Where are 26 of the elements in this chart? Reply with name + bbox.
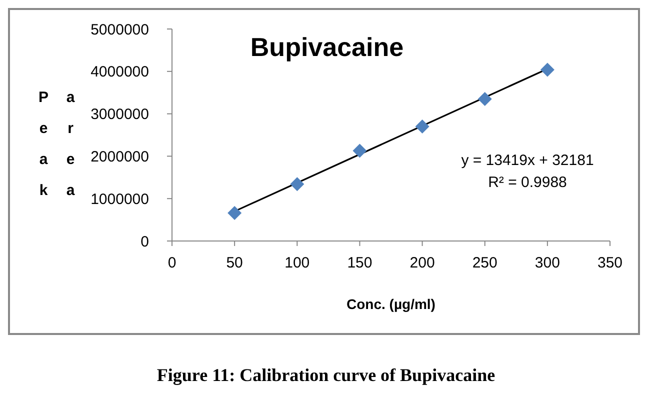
annotation: R² = 0.9988: [487, 173, 568, 193]
point: [352, 144, 367, 158]
y-axis-title: Peak area: [34, 89, 80, 213]
caption: Figure 11: Calibration curve of Bupivacaine: [156, 364, 496, 387]
point: [290, 177, 304, 192]
annotation: y = 13419x + 32181: [460, 151, 595, 171]
y-tick-label: 2000000: [90, 148, 149, 166]
y-tick-label: 0: [140, 233, 149, 250]
x-tick-label: 300: [534, 254, 560, 272]
y-tick-label: 1000000: [90, 190, 149, 208]
x-tick-label: 150: [347, 254, 372, 272]
x-tick-label: 50: [226, 254, 243, 272]
point: [415, 120, 430, 134]
x-tick-label: 350: [597, 254, 623, 272]
point: [228, 206, 242, 220]
x-tick-label: 200: [410, 254, 435, 272]
x-tick-label: 250: [472, 254, 498, 272]
y-tick-label: 5000000: [90, 21, 149, 38]
chart-title: Bupivacaine: [249, 31, 405, 63]
point: [478, 92, 492, 106]
x-axis-title: Conc. (µg/ml): [346, 296, 436, 312]
y-tick-label: 3000000: [90, 106, 149, 124]
x-tick-label: 100: [284, 254, 310, 272]
point: [540, 62, 554, 77]
y-tick-label: 4000000: [90, 64, 149, 81]
x-tick-label: 0: [168, 254, 176, 272]
